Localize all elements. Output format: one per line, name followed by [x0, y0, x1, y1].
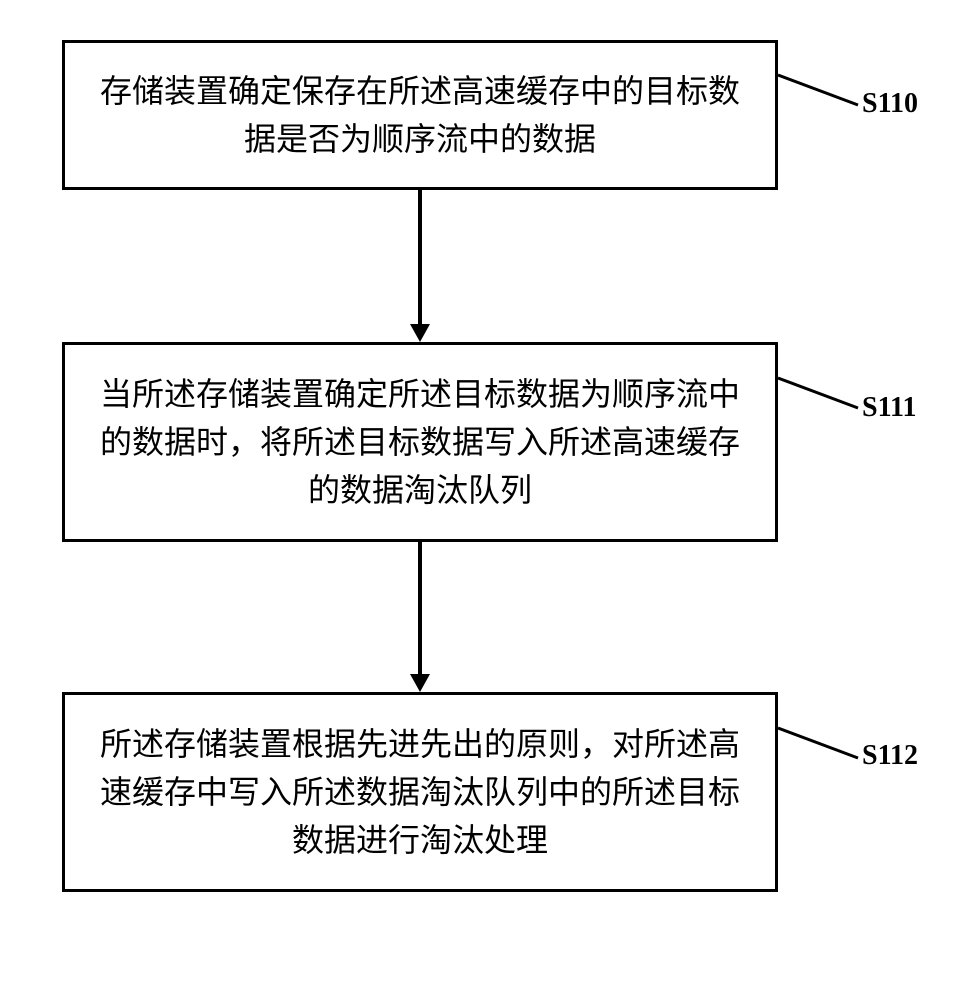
step-box-s112: 所述存储装置根据先进先出的原则，对所述高速缓存中写入所述数据淘汰队列中的所述目标…: [62, 692, 778, 892]
step-box-s110: 存储装置确定保存在所述高速缓存中的目标数据是否为顺序流中的数据: [62, 40, 778, 190]
arrow-head-2-3: [410, 674, 430, 692]
step-box-s111: 当所述存储装置确定所述目标数据为顺序流中的数据时，将所述目标数据写入所述高速缓存…: [62, 342, 778, 542]
arrow-head-1-2: [410, 324, 430, 342]
step-text-s111: 当所述存储装置确定所述目标数据为顺序流中的数据时，将所述目标数据写入所述高速缓存…: [95, 370, 745, 514]
step-label-s111: S111: [862, 392, 916, 424]
connector-s111: [778, 376, 862, 412]
step-text-s112: 所述存储装置根据先进先出的原则，对所述高速缓存中写入所述数据淘汰队列中的所述目标…: [95, 720, 745, 864]
connector-s112: [778, 726, 862, 762]
step-label-s110: S110: [862, 88, 918, 120]
connector-s110: [778, 73, 862, 109]
arrow-2-3: [418, 542, 422, 674]
flowchart-container: 存储装置确定保存在所述高速缓存中的目标数据是否为顺序流中的数据 S110 当所述…: [0, 0, 976, 1000]
step-label-s112: S112: [862, 740, 918, 772]
arrow-1-2: [418, 190, 422, 324]
step-text-s110: 存储装置确定保存在所述高速缓存中的目标数据是否为顺序流中的数据: [95, 67, 745, 163]
